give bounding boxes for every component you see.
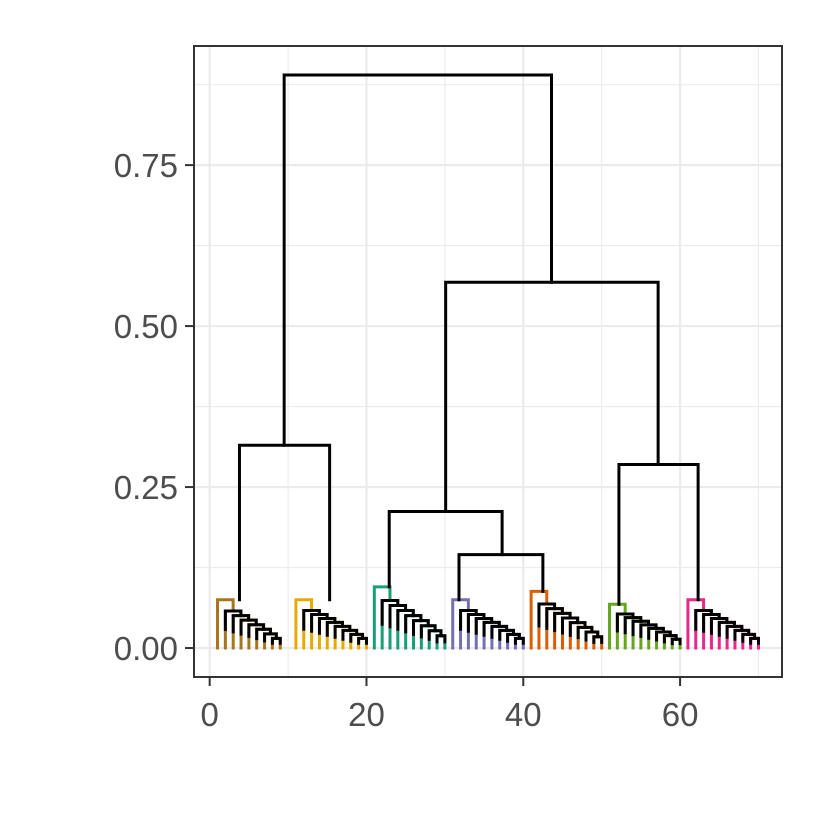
cluster-5-inner-link [537,602,557,628]
y-tick-label: 0.00 [114,630,178,667]
cluster-1-branch [216,598,235,650]
x-tick-label: 0 [201,696,219,733]
cluster-6-branch [608,602,627,650]
cluster-5-branch [584,630,600,650]
merge-branch [457,553,545,602]
cluster-6-branch [662,634,678,650]
cluster-2-inner-link [302,608,321,631]
cluster-2-branch [294,598,314,650]
cluster-2-branch [349,632,365,650]
merge-branch [617,463,700,606]
dendrogram-branches [216,73,760,650]
x-tick-label: 40 [505,696,542,733]
cluster-1-branch [263,632,278,650]
merge-branch [444,280,660,514]
x-tick-label: 20 [348,696,385,733]
y-tick-label: 0.50 [114,308,178,345]
x-tick-label: 60 [662,696,699,733]
cluster-3-inner-link [380,598,400,626]
cluster-4-branch [451,598,470,650]
cluster-5-branch [529,589,549,650]
y-tick-label: 0.25 [114,469,178,506]
cluster-3-branch [427,629,443,650]
axes: 0 20 40 60 0.00 0.25 0.50 0.75 [114,147,699,733]
grid-lines [194,46,782,677]
cluster-6-inner-link [615,612,635,633]
cluster-7-branch [686,598,706,650]
cluster-7-inner-link [694,608,713,631]
y-tick-label: 0.75 [114,147,178,184]
merge-branch [387,510,504,589]
cluster-4-inner-link [459,608,478,631]
merge-branch [282,73,554,447]
cluster-1-inner-link [223,609,243,632]
panel-border [193,45,783,678]
cluster-3-branch [372,585,392,650]
merge-branch [237,443,332,602]
cluster-4-branch [506,632,521,650]
cluster-7-branch [741,632,757,650]
